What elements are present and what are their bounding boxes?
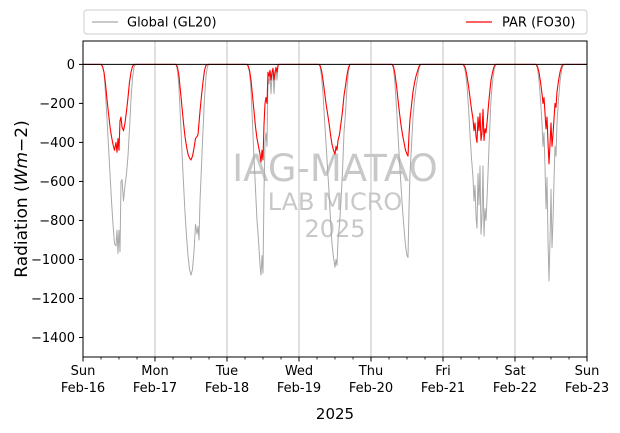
x-tick-date: Feb-18 bbox=[205, 381, 249, 396]
legend-box bbox=[83, 9, 588, 35]
watermark: IAG-MATAO LAB MICRO 2025 bbox=[232, 147, 437, 243]
legend: Global (GL20) PAR (FO30) bbox=[83, 9, 588, 35]
x-tick-date: Feb-21 bbox=[421, 381, 465, 396]
legend-label-global: Global (GL20) bbox=[127, 16, 217, 31]
y-tick-label: −600 bbox=[39, 175, 75, 190]
x-tick-day: Wed bbox=[285, 364, 313, 379]
y-tick-label: −1200 bbox=[31, 292, 75, 307]
x-tick-date: Feb-20 bbox=[349, 381, 393, 396]
x-tick-date: Feb-17 bbox=[133, 381, 177, 396]
y-tick-label: −1400 bbox=[31, 331, 75, 346]
x-tick-date: Feb-22 bbox=[493, 381, 537, 396]
x-tick-date: Feb-16 bbox=[61, 381, 105, 396]
x-tick-day: Fri bbox=[435, 364, 451, 379]
watermark-line-2: LAB MICRO bbox=[268, 188, 403, 216]
x-axis-ticks: Sun Feb-16 Mon Feb-17 Tue Feb-18 Wed Feb-19 Thu F… bbox=[61, 357, 609, 396]
x-tick-day: Tue bbox=[215, 364, 238, 379]
grid-lines bbox=[154, 41, 516, 357]
y-tick-label: −200 bbox=[39, 97, 75, 112]
series-layer bbox=[83, 63, 587, 282]
y-tick-label: 0 bbox=[67, 58, 75, 73]
y-tick-label: −1000 bbox=[31, 253, 75, 268]
legend-label-par: PAR (FO30) bbox=[502, 16, 575, 31]
y-axis-label-base: Radiation ( bbox=[12, 185, 32, 277]
x-tick-day: Sat bbox=[504, 364, 525, 379]
y-axis-label-italic: Wm bbox=[12, 152, 32, 185]
x-tick-date: Feb-19 bbox=[277, 381, 321, 396]
y-axis-ticks: 0 −200 −400 −600 −800 −1000 −1200 −1400 bbox=[31, 58, 83, 346]
y-tick-label: −400 bbox=[39, 136, 75, 151]
x-tick-day: Sun bbox=[575, 364, 600, 379]
watermark-line-3: 2025 bbox=[304, 215, 365, 243]
series-line-global bbox=[83, 63, 587, 282]
x-tick-date: Feb-23 bbox=[565, 381, 609, 396]
y-axis-label: Radiation (Wm−2) bbox=[12, 120, 32, 277]
x-tick-day: Thu bbox=[358, 364, 383, 379]
x-axis-label: 2025 bbox=[316, 405, 354, 423]
x-tick-day: Sun bbox=[71, 364, 96, 379]
y-axis-label-tail: −2) bbox=[12, 120, 32, 152]
x-tick-day: Mon bbox=[141, 364, 168, 379]
y-tick-label: −800 bbox=[39, 214, 75, 229]
series-line-par bbox=[83, 63, 587, 165]
